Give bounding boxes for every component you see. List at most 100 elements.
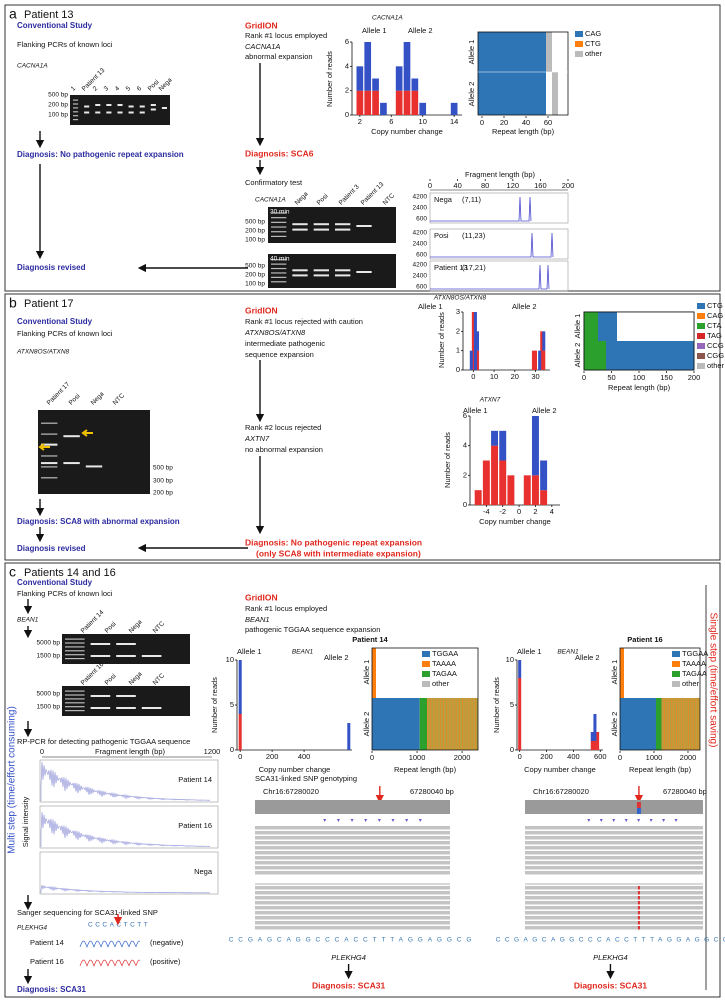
- chromatogram: [79, 959, 141, 967]
- label: Rank #2 locus rejected: [245, 423, 321, 432]
- label: BEAN1: [557, 649, 579, 656]
- x-tick-label: 20: [500, 118, 508, 127]
- igv-read: [525, 901, 703, 905]
- heatmap: [661, 698, 663, 750]
- ladder-band: [73, 99, 79, 101]
- heatmap: [427, 698, 429, 750]
- x-tick-label: 6: [389, 117, 393, 126]
- label: CCGAGCAGGCCCACCTTTAGGAGGCG: [496, 937, 725, 944]
- label: 500 bp: [245, 219, 265, 226]
- igv-read: [525, 826, 703, 830]
- trace: [40, 811, 211, 847]
- label: Diagnosis: No pathogenic repeat expansio…: [245, 537, 422, 547]
- x-tick-label: 40: [453, 181, 461, 190]
- igv-read: [255, 926, 450, 930]
- label: Sanger sequencing for SCA31-linked SNP: [17, 908, 158, 917]
- y-tick-label: 6: [463, 411, 467, 420]
- legend-label: TAGAA: [432, 669, 457, 678]
- bar: [540, 460, 548, 491]
- legend-label: CAG: [585, 29, 601, 38]
- label: Patients 14 and 16: [24, 567, 116, 579]
- gel-band: [128, 105, 134, 108]
- gel-band: [116, 695, 136, 697]
- heatmap: [458, 698, 460, 750]
- label: CACNA1A: [17, 63, 48, 70]
- label: 100 bp: [245, 237, 265, 244]
- heatmap: [690, 698, 692, 750]
- legend-swatch: [422, 681, 430, 687]
- label: a: [9, 6, 17, 22]
- label: (negative): [150, 938, 184, 947]
- label: CACNA1A: [245, 42, 280, 51]
- x-tick-label: 2: [358, 117, 362, 126]
- igv-read: [255, 836, 450, 840]
- label: CACNA1A: [372, 15, 403, 22]
- legend-swatch: [422, 671, 430, 677]
- bar: [531, 475, 539, 505]
- bar: [395, 66, 403, 91]
- heatmap: [617, 312, 694, 341]
- label: GridION: [245, 20, 278, 30]
- igv-read: [525, 916, 703, 920]
- y-tick-label: 4200: [413, 230, 428, 237]
- label: Allele 2: [324, 653, 349, 662]
- gel-band: [95, 104, 101, 106]
- ladder-band: [271, 217, 287, 219]
- bar: [531, 416, 539, 476]
- igv-read: [525, 906, 703, 910]
- lane-label: 6: [136, 85, 144, 93]
- label: Copy number change: [524, 765, 596, 774]
- label: PLEKHG4: [331, 953, 366, 962]
- igv-snp: [637, 906, 640, 910]
- igv-marker: [612, 819, 616, 822]
- heatmap-frame: [371, 647, 479, 751]
- igv-read: [525, 871, 703, 875]
- y-tick-label: 0: [345, 110, 349, 119]
- bar: [372, 78, 379, 91]
- heatmap: [620, 648, 624, 698]
- ladder-band: [73, 107, 79, 109]
- bar: [590, 732, 594, 741]
- label: Allele 2: [467, 82, 476, 107]
- igv-snp: [637, 886, 640, 890]
- bar: [491, 445, 499, 505]
- label: Diagnosis: SCA31: [312, 980, 385, 990]
- igv-marker: [662, 819, 666, 822]
- lane-label: Posi: [316, 193, 330, 207]
- igv-read: [255, 906, 450, 910]
- igv-read: [525, 911, 703, 915]
- legend-label: TAG: [707, 331, 722, 340]
- label: Conventional Study: [17, 21, 93, 30]
- label: Number of reads: [325, 51, 334, 107]
- bar: [356, 90, 364, 115]
- ladder-band: [271, 226, 287, 228]
- ladder-band: [271, 276, 287, 278]
- legend-label: CGG: [707, 351, 724, 360]
- igv-snp: [637, 911, 640, 915]
- gel-band: [313, 228, 329, 231]
- gel: [268, 207, 396, 243]
- label: Multi step (time/effort consuming): [7, 706, 18, 854]
- x-tick-label: 400: [298, 752, 311, 761]
- gel-band: [150, 104, 156, 106]
- igv-read: [255, 891, 450, 895]
- igv-read: [525, 866, 703, 870]
- legend-swatch: [697, 343, 705, 349]
- label: CACNA1A: [255, 197, 286, 204]
- ladder-band: [73, 103, 79, 105]
- igv-read: [525, 921, 703, 925]
- x-tick-label: 2000: [454, 753, 471, 762]
- gel-band: [41, 443, 58, 446]
- x-tick-label: 200: [688, 373, 701, 382]
- bar: [380, 102, 387, 115]
- label: Chr16:67280020: [533, 787, 589, 796]
- y-tick-label: 2400: [413, 273, 428, 280]
- heatmap-frame: [583, 311, 695, 371]
- y-tick-label: 0: [463, 500, 467, 509]
- igv-snp: [636, 808, 641, 814]
- bar: [593, 741, 597, 750]
- x-tick-label: 0: [428, 181, 432, 190]
- igv-marker: [350, 819, 354, 822]
- x-tick-label: 150: [660, 373, 673, 382]
- y-tick-label: 5: [510, 700, 514, 709]
